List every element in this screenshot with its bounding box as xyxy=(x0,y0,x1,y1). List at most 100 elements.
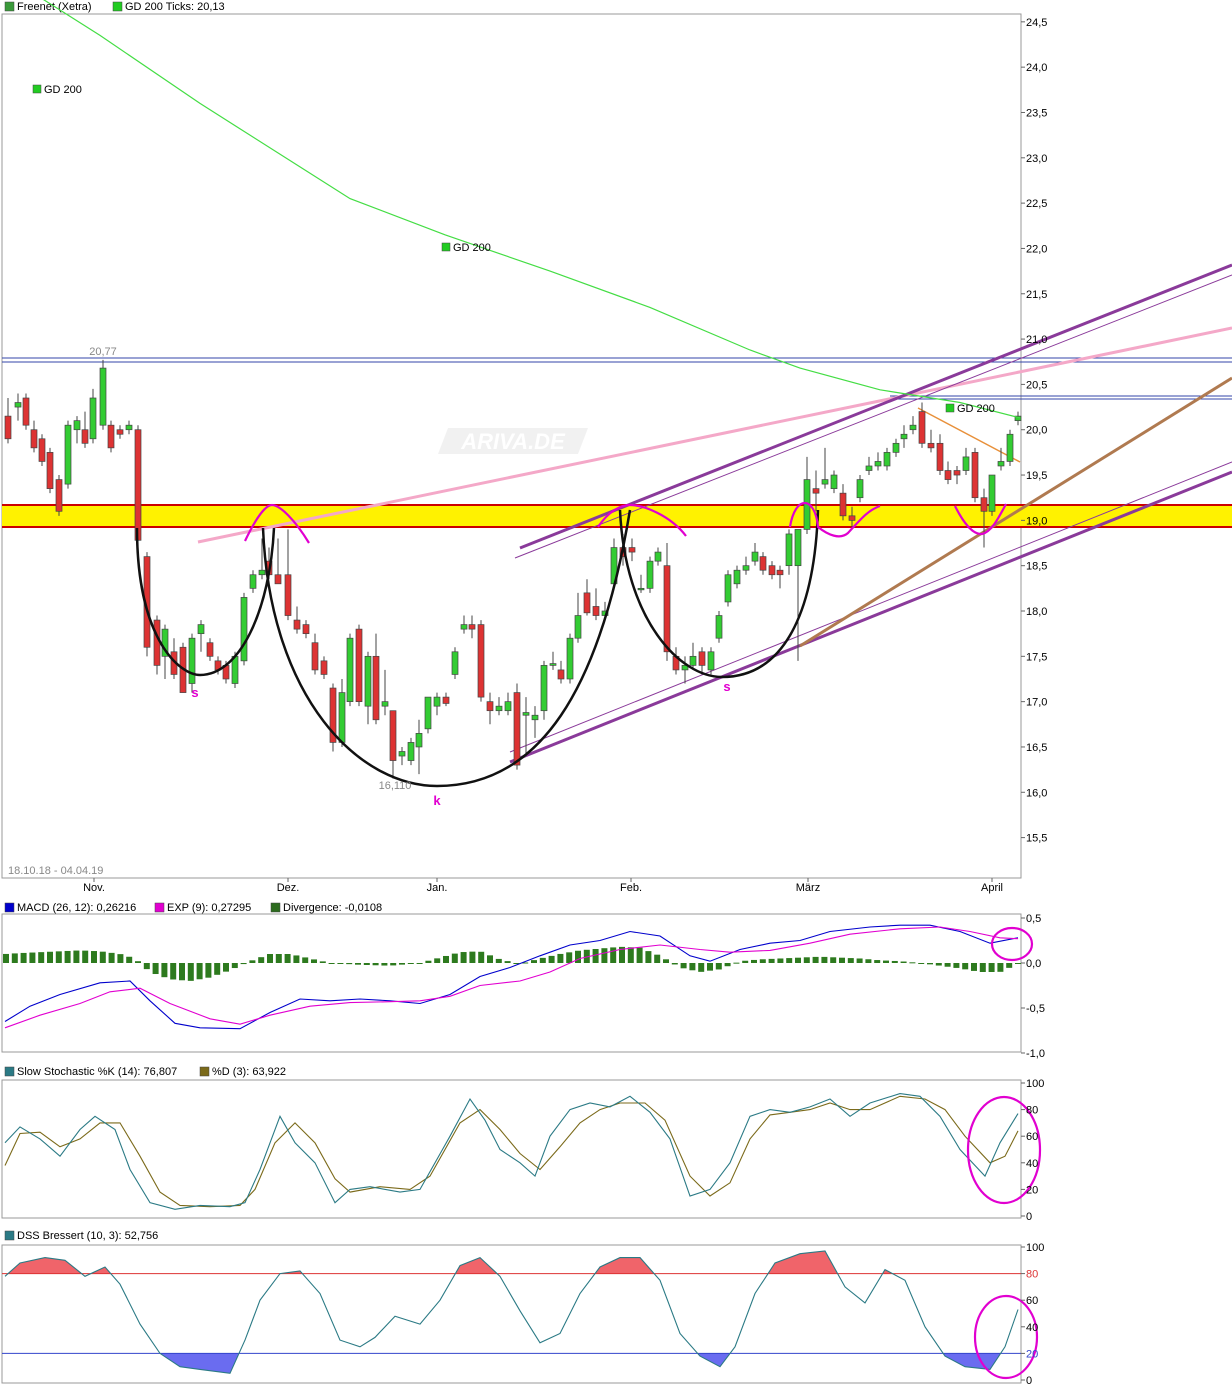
candle xyxy=(188,633,196,693)
divergence-bar xyxy=(275,954,282,963)
exp-line xyxy=(4,926,1019,1029)
divergence-bar xyxy=(601,948,608,963)
legend-swatch-divergence xyxy=(270,902,281,913)
x-tick-label: Jan. xyxy=(427,882,448,894)
support-zone xyxy=(2,505,1232,527)
candle xyxy=(513,683,521,770)
divergence-bar xyxy=(3,953,9,963)
divergence-bar xyxy=(671,963,678,965)
divergence-bar xyxy=(707,963,713,971)
legend-macd: MACD (26, 12): 0,26216 xyxy=(17,902,136,914)
label-high: 20,77 xyxy=(89,346,117,358)
orange-trendline xyxy=(917,407,1021,463)
candle xyxy=(302,620,310,639)
y-tick-label: 23,0 xyxy=(1026,153,1047,165)
divergence-bar xyxy=(425,960,432,963)
legend-divergence: Divergence: -0,0108 xyxy=(283,902,382,914)
y-tick-label: 21,5 xyxy=(1026,289,1047,301)
divergence-bar xyxy=(953,963,960,968)
candle xyxy=(81,411,89,448)
legend-stoch-k: Slow Stochastic %K (14): 76,807 xyxy=(17,1066,177,1078)
candle xyxy=(116,425,124,439)
candle xyxy=(856,475,864,503)
candle xyxy=(1006,429,1014,466)
divergence-bar xyxy=(997,963,1004,972)
gd200-marker-3 xyxy=(945,403,955,413)
divergence-bar xyxy=(55,951,62,963)
x-tick-label: März xyxy=(796,882,820,894)
magenta-peak-1 xyxy=(244,503,310,544)
pink-trendline xyxy=(197,326,1232,544)
svg-text:ARIVA.DE: ARIVA.DE xyxy=(460,429,566,454)
divergence-bar xyxy=(918,963,925,964)
candle xyxy=(14,393,22,421)
candle xyxy=(944,461,952,485)
legend-stoch-d: %D (3): 63,922 xyxy=(212,1066,286,1078)
divergence-bar xyxy=(407,963,414,964)
dss-panel: DSS Bressert (10, 3): 52,756 100 80 60 40 20… xyxy=(1,1230,1044,1387)
candle xyxy=(153,615,161,675)
arc-left-shoulder xyxy=(135,527,276,677)
divergence-bar xyxy=(962,963,969,970)
divergence-bar xyxy=(689,963,696,971)
candle xyxy=(689,642,697,670)
divergence-bar xyxy=(583,949,590,963)
divergence-bar xyxy=(91,951,97,963)
candle xyxy=(274,538,282,585)
divergence-bar xyxy=(777,958,784,963)
divergence-bar xyxy=(1006,963,1013,968)
divergence-bar xyxy=(126,956,133,963)
candle xyxy=(848,506,856,530)
divergence-bar xyxy=(302,957,309,963)
candle xyxy=(936,434,944,476)
candle xyxy=(592,588,600,621)
y-tick-label: 24,5 xyxy=(1026,17,1047,29)
magenta-wave xyxy=(788,501,881,538)
legend-swatch-macd xyxy=(4,902,15,913)
candle xyxy=(557,660,565,684)
divergence-histogram xyxy=(3,946,1021,981)
divergence-bar xyxy=(416,963,423,964)
divergence-bar xyxy=(944,963,951,967)
divergence-bar xyxy=(821,956,828,963)
dss-label-80: 80 xyxy=(1026,1269,1038,1281)
divergence-bar xyxy=(909,962,916,964)
legend-swatch-dss xyxy=(4,1230,15,1241)
divergence-bar xyxy=(680,963,687,969)
stochastic-panel: Slow Stochastic %K (14): 76,807 %D (3): … xyxy=(1,1066,1044,1223)
label-s-right: s xyxy=(723,679,730,694)
candle xyxy=(293,606,301,634)
y-tick-label: 100 xyxy=(1026,1242,1044,1254)
divergence-bar xyxy=(267,954,273,963)
y-tick-label: 18,0 xyxy=(1026,606,1047,618)
divergence-bar xyxy=(759,959,766,963)
dss-line xyxy=(4,1250,1019,1374)
divergence-bar xyxy=(927,963,933,965)
stoch-k-line xyxy=(4,1093,1019,1210)
candle xyxy=(197,620,205,652)
candle xyxy=(909,416,917,435)
divergence-bar xyxy=(627,947,634,963)
candle xyxy=(346,633,354,707)
divergence-bar xyxy=(487,955,493,963)
divergence-bar xyxy=(830,957,837,963)
candle xyxy=(785,529,793,575)
divergence-bar xyxy=(733,962,740,964)
divergence-bar xyxy=(865,959,872,963)
dss-overbought-zone xyxy=(596,1257,654,1274)
legend-swatch-gd200 xyxy=(112,1,123,12)
candle xyxy=(971,447,979,503)
gd200-label-2: GD 200 xyxy=(453,242,491,254)
candle xyxy=(125,420,133,435)
gd200-marker-2 xyxy=(441,242,451,252)
candle xyxy=(477,620,485,702)
candle xyxy=(46,447,54,494)
candle xyxy=(918,402,926,448)
divergence-bar xyxy=(284,954,291,963)
divergence-bar xyxy=(355,963,361,965)
divergence-bar xyxy=(971,963,977,971)
candle xyxy=(468,615,476,639)
y-tick-label: 22,5 xyxy=(1026,198,1047,210)
x-tick-label: Dez. xyxy=(277,882,300,894)
dss-overbought-zone xyxy=(769,1251,837,1274)
